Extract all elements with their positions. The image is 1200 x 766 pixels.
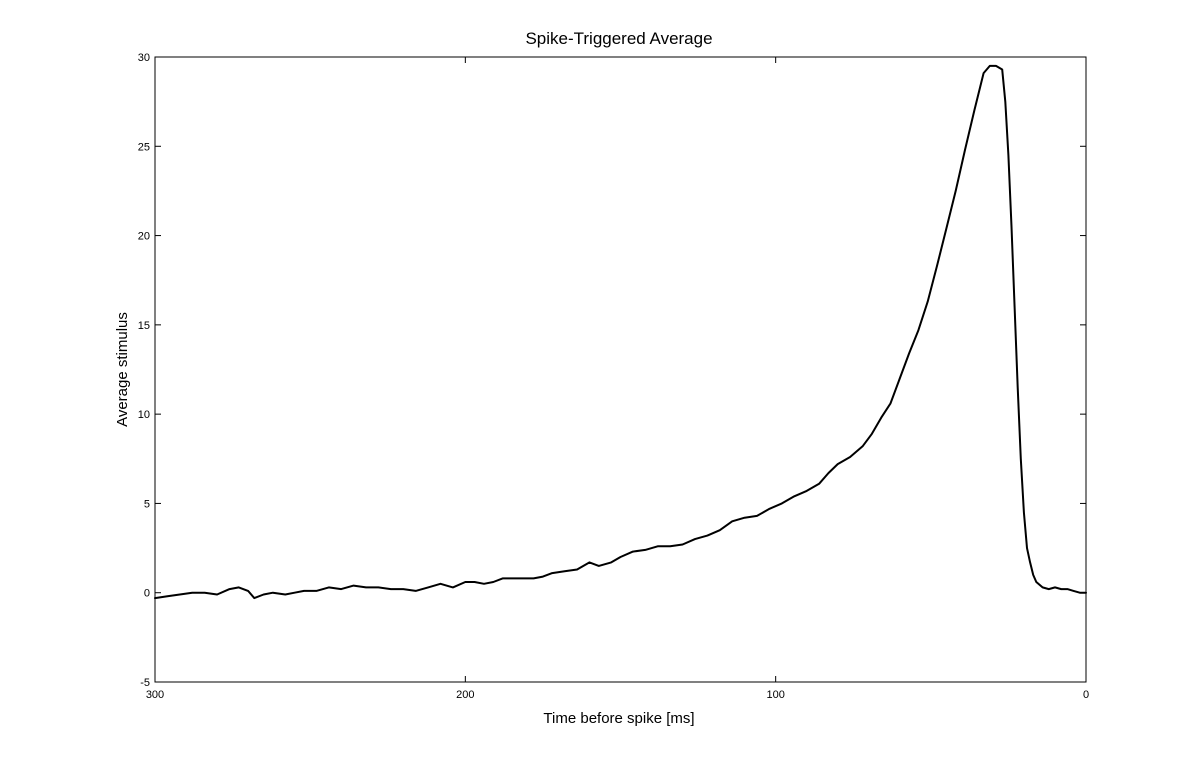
y-tick-label: 30 [138,52,150,64]
y-tick-label: 0 [144,588,150,600]
plot-area [154,56,1087,683]
x-axis-label: Time before spike [ms] [543,710,694,727]
series-line [154,64,1087,600]
y-axis-label: Average stimulus [114,312,131,427]
y-axis-ticks: -5 0 5 10 15 20 25 30 [138,52,1086,689]
x-tick-label: 300 [146,689,164,701]
x-tick-label: 100 [766,689,784,701]
chart-title: Spike-Triggered Average [525,29,712,48]
y-tick-label: 10 [138,409,150,421]
y-tick-label: 25 [138,141,150,153]
y-tick-label: 15 [138,320,150,332]
x-tick-label: 200 [456,689,474,701]
x-tick-label: 0 [1083,689,1089,701]
y-tick-label: -5 [140,677,150,689]
y-tick-label: 5 [144,498,150,510]
x-axis-ticks: 300 200 100 0 [146,57,1089,701]
y-tick-label: 20 [138,231,150,243]
series-layer [154,64,1087,600]
